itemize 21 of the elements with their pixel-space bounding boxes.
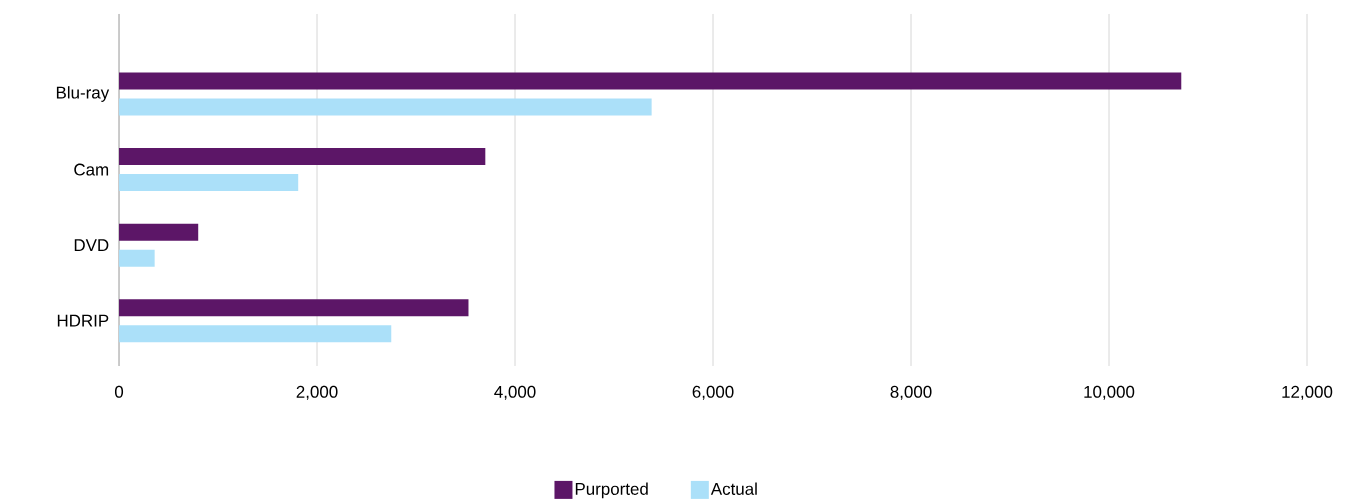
bar: [119, 299, 469, 317]
legend-label: Purported: [575, 482, 648, 499]
x-tick-label: 10,000: [1084, 385, 1135, 400]
bar: [119, 325, 392, 343]
x-tick-label: 12,000: [1282, 385, 1333, 400]
x-tick-label: 0: [114, 385, 124, 398]
x-tick-label: 8,000: [890, 385, 932, 400]
x-tick-label: 4,000: [494, 385, 536, 400]
legend-label: Actual: [710, 482, 757, 495]
y-tick-label: Blu-ray: [56, 86, 110, 102]
y-tick-label: DVD: [74, 239, 109, 251]
y-tick-label: Cam: [74, 163, 109, 176]
bar: [119, 98, 652, 116]
x-tick-label: 6,000: [692, 385, 734, 400]
bar: [119, 223, 199, 241]
y-tick-label: HDRIP: [57, 314, 109, 327]
x-tick-label: 2,000: [296, 385, 338, 400]
bar: [119, 249, 155, 267]
bar: [119, 72, 1182, 90]
bar: [119, 148, 486, 166]
bar: [119, 174, 299, 192]
